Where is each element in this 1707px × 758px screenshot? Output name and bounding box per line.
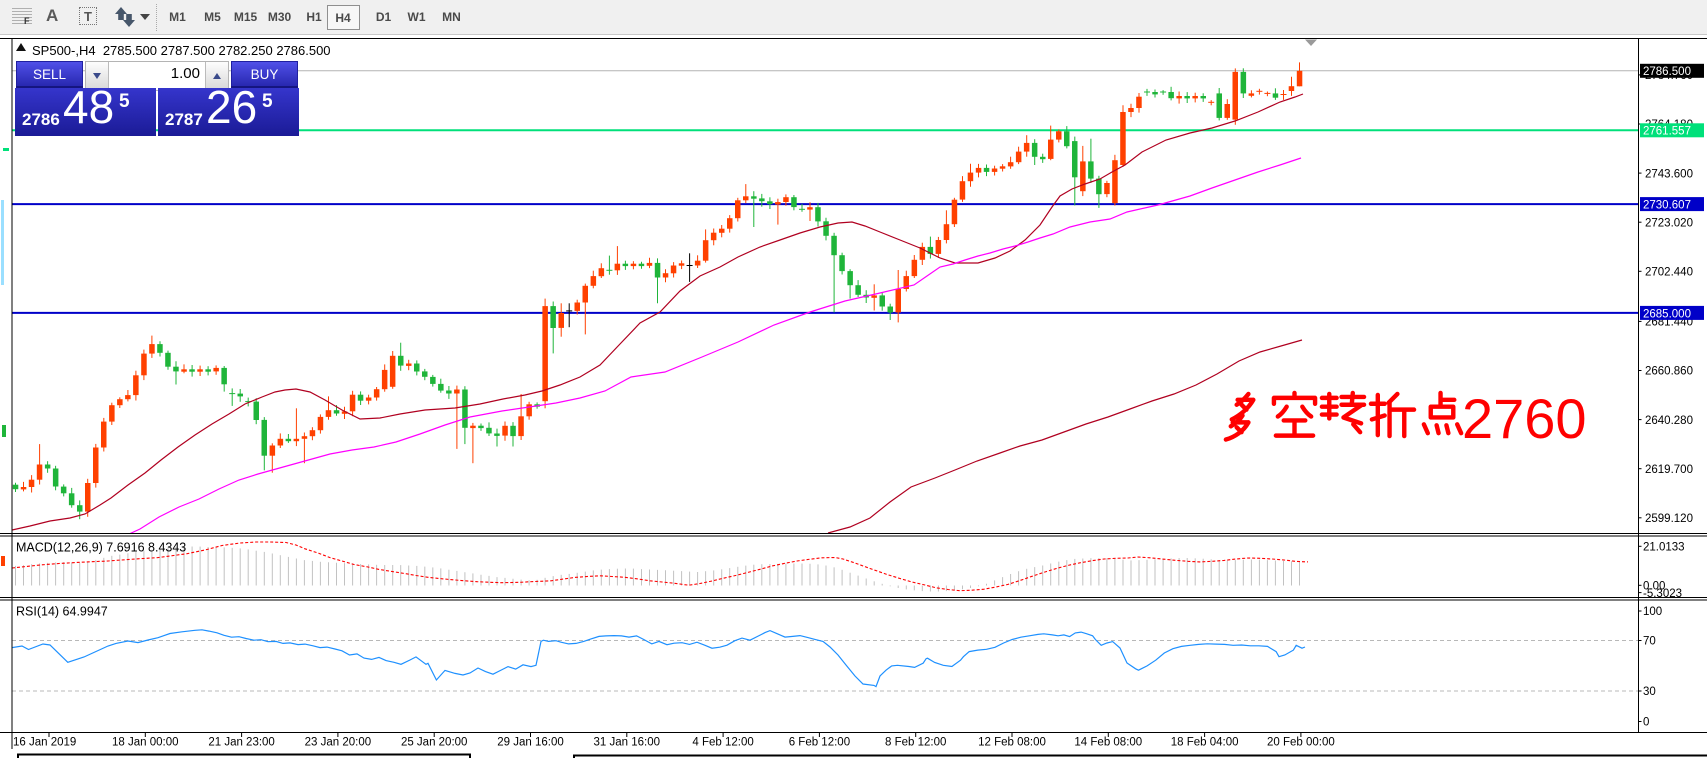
svg-text:30: 30 (1643, 686, 1656, 698)
svg-text:0.00: 0.00 (1643, 581, 1665, 593)
svg-text:2786.500: 2786.500 (1643, 66, 1691, 78)
svg-text:23 Jan 20:00: 23 Jan 20:00 (305, 737, 372, 749)
svg-text:4 Feb 12:00: 4 Feb 12:00 (692, 737, 753, 749)
svg-text:12 Feb 08:00: 12 Feb 08:00 (978, 737, 1046, 749)
svg-text:2761.557: 2761.557 (1643, 126, 1691, 138)
svg-text:2730.607: 2730.607 (1643, 200, 1691, 212)
svg-text:2723.020: 2723.020 (1645, 217, 1693, 229)
svg-text:RSI(14) 64.9947: RSI(14) 64.9947 (16, 605, 108, 619)
svg-text:2619.700: 2619.700 (1645, 464, 1693, 476)
svg-text:18 Feb 04:00: 18 Feb 04:00 (1171, 737, 1239, 749)
svg-text:6 Feb 12:00: 6 Feb 12:00 (789, 737, 850, 749)
svg-text:2702.440: 2702.440 (1645, 267, 1693, 279)
svg-text:2660.860: 2660.860 (1645, 366, 1693, 378)
svg-text:2685.000: 2685.000 (1643, 308, 1691, 320)
svg-text:29 Jan 16:00: 29 Jan 16:00 (497, 737, 564, 749)
svg-text:2599.120: 2599.120 (1645, 513, 1693, 525)
svg-text:31 Jan 16:00: 31 Jan 16:00 (594, 737, 661, 749)
svg-text:70: 70 (1643, 636, 1656, 648)
svg-text:16 Jan 2019: 16 Jan 2019 (13, 737, 76, 749)
svg-text:21 Jan 23:00: 21 Jan 23:00 (208, 737, 275, 749)
svg-text:2760: 2760 (1462, 387, 1587, 450)
svg-text:18 Jan 00:00: 18 Jan 00:00 (112, 737, 179, 749)
svg-text:-5.3023: -5.3023 (1643, 588, 1682, 600)
svg-text:8 Feb 12:00: 8 Feb 12:00 (885, 737, 946, 749)
svg-text:0: 0 (1643, 717, 1649, 729)
svg-text:21.0133: 21.0133 (1643, 542, 1685, 554)
svg-text:14 Feb 08:00: 14 Feb 08:00 (1074, 737, 1142, 749)
svg-text:MACD(12,26,9) 7.6916 8.4343: MACD(12,26,9) 7.6916 8.4343 (16, 541, 186, 555)
svg-text:20 Feb 00:00: 20 Feb 00:00 (1267, 737, 1335, 749)
svg-text:100: 100 (1643, 606, 1662, 618)
svg-text:2640.280: 2640.280 (1645, 415, 1693, 427)
svg-text:25 Jan 20:00: 25 Jan 20:00 (401, 737, 468, 749)
svg-text:2743.600: 2743.600 (1645, 168, 1693, 180)
